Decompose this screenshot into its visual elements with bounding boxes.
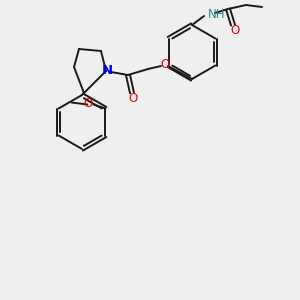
Text: O: O <box>128 92 138 104</box>
Text: NH: NH <box>208 8 226 20</box>
Text: N: N <box>101 64 112 77</box>
Text: O: O <box>230 23 240 37</box>
Text: O: O <box>160 58 169 71</box>
Text: O: O <box>83 97 92 110</box>
